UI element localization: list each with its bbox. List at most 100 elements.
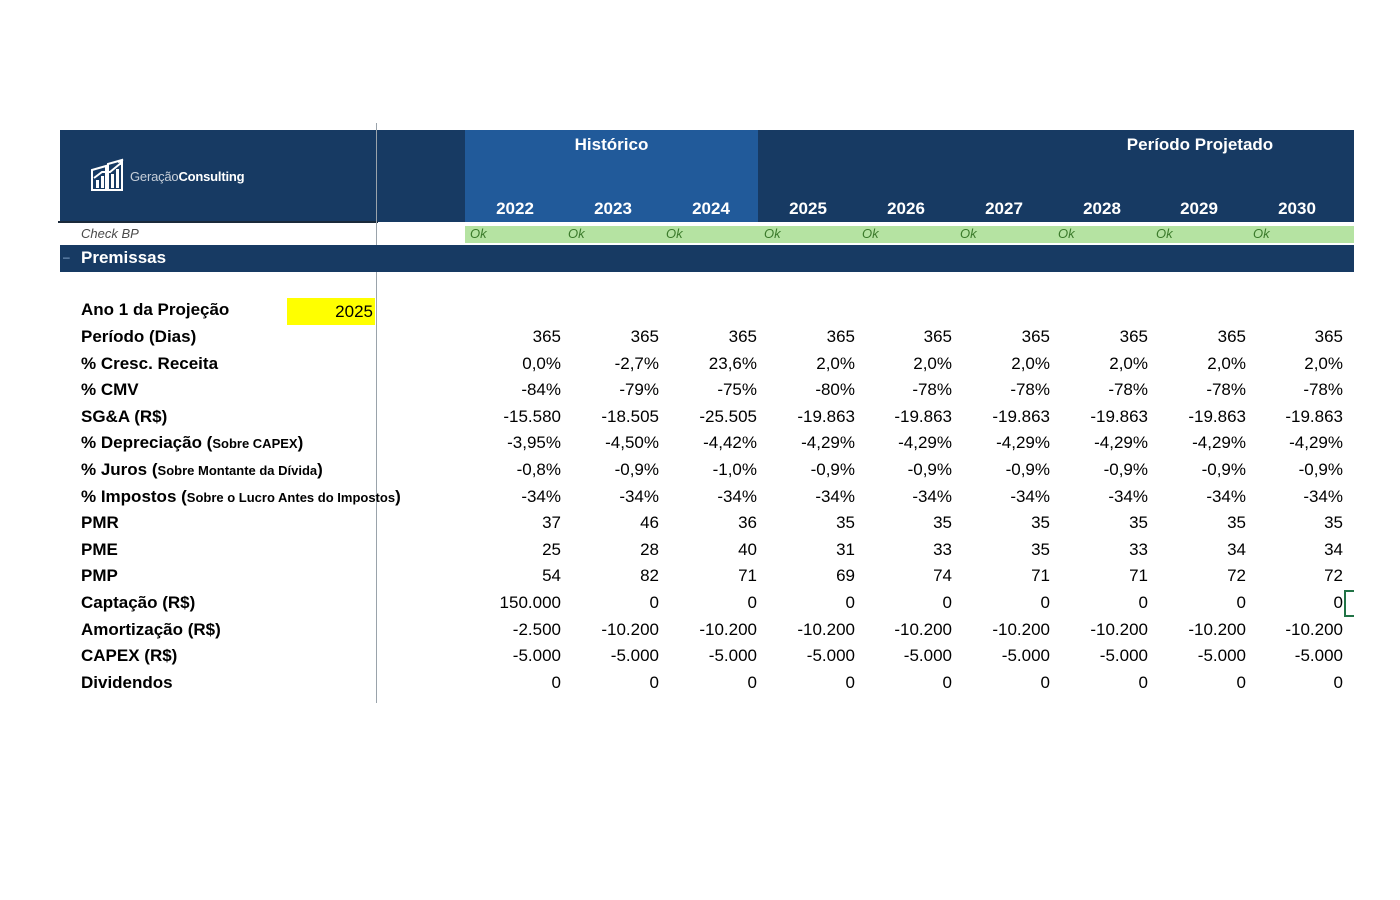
check-cell[interactable]: Ok (568, 226, 585, 241)
value-cell[interactable]: 0 (1138, 673, 1148, 692)
value-cell[interactable]: -15.580 (503, 407, 561, 426)
value-cell[interactable]: -4,50% (605, 433, 659, 452)
value-cell[interactable]: 365 (1119, 327, 1148, 346)
value-cell[interactable]: 0 (747, 673, 757, 692)
value-cell[interactable]: -10.200 (992, 620, 1050, 639)
value-cell[interactable]: 34 (1324, 540, 1343, 559)
value-cell[interactable]: -5.000 (1099, 646, 1148, 665)
value-cell[interactable]: -3,95% (507, 433, 561, 452)
value-cell[interactable]: -4,29% (1289, 433, 1343, 452)
value-cell[interactable]: 69 (836, 566, 855, 585)
value-cell[interactable]: -79% (619, 380, 659, 399)
value-cell[interactable]: 0 (1333, 593, 1343, 612)
value-cell[interactable]: 35 (1324, 513, 1343, 532)
value-cell[interactable]: 2,0% (1207, 354, 1246, 373)
value-cell[interactable]: -5.000 (708, 646, 757, 665)
value-cell[interactable]: 40 (738, 540, 757, 559)
value-cell[interactable]: 28 (640, 540, 659, 559)
value-cell[interactable]: 0 (747, 593, 757, 612)
value-cell[interactable]: 23,6% (708, 354, 757, 373)
value-cell[interactable]: -19.863 (1188, 407, 1246, 426)
value-cell[interactable]: -5.000 (1197, 646, 1246, 665)
value-cell[interactable]: 35 (1227, 513, 1246, 532)
value-cell[interactable]: -0,9% (1298, 460, 1343, 479)
check-cell[interactable]: Ok (1156, 226, 1173, 241)
value-cell[interactable]: 35 (933, 513, 952, 532)
value-cell[interactable]: 0 (649, 593, 659, 612)
value-cell[interactable]: 0 (1236, 593, 1246, 612)
value-cell[interactable]: -78% (1303, 380, 1343, 399)
value-cell[interactable]: -34% (521, 487, 561, 506)
value-cell[interactable]: -0,9% (614, 460, 659, 479)
value-cell[interactable]: -34% (1010, 487, 1050, 506)
value-cell[interactable]: 0 (942, 673, 952, 692)
value-cell[interactable]: -19.863 (797, 407, 855, 426)
value-cell[interactable]: 71 (1031, 566, 1050, 585)
value-cell[interactable]: 35 (1031, 540, 1050, 559)
value-cell[interactable]: -19.863 (992, 407, 1050, 426)
value-cell[interactable]: 2,0% (913, 354, 952, 373)
value-cell[interactable]: -5.000 (512, 646, 561, 665)
value-cell[interactable]: -10.200 (699, 620, 757, 639)
value-cell[interactable]: -84% (521, 380, 561, 399)
check-cell[interactable]: Ok (470, 226, 487, 241)
value-cell[interactable]: -10.200 (797, 620, 855, 639)
value-cell[interactable]: 35 (836, 513, 855, 532)
value-cell[interactable]: -4,29% (1094, 433, 1148, 452)
value-cell[interactable]: -0,9% (1005, 460, 1050, 479)
value-cell[interactable]: 0 (1040, 593, 1050, 612)
value-cell[interactable]: 71 (1129, 566, 1148, 585)
value-cell[interactable]: 0 (649, 673, 659, 692)
value-cell[interactable]: -78% (1108, 380, 1148, 399)
value-cell[interactable]: -0,8% (516, 460, 561, 479)
value-cell[interactable]: -4,29% (801, 433, 855, 452)
value-cell[interactable]: 37 (542, 513, 561, 532)
value-cell[interactable]: 82 (640, 566, 659, 585)
value-cell[interactable]: 0 (551, 673, 561, 692)
value-cell[interactable]: -25.505 (699, 407, 757, 426)
value-cell[interactable]: -0,9% (1103, 460, 1148, 479)
projection-start-cell[interactable]: 2025 (287, 298, 375, 325)
value-cell[interactable]: -4,29% (898, 433, 952, 452)
value-cell[interactable]: 0 (1040, 673, 1050, 692)
value-cell[interactable]: -34% (1108, 487, 1148, 506)
value-cell[interactable]: 365 (630, 327, 659, 346)
value-cell[interactable]: 2,0% (1109, 354, 1148, 373)
value-cell[interactable]: -19.863 (1285, 407, 1343, 426)
value-cell[interactable]: 0 (1138, 593, 1148, 612)
value-cell[interactable]: -34% (1303, 487, 1343, 506)
value-cell[interactable]: -19.863 (1090, 407, 1148, 426)
value-cell[interactable]: 2,0% (1304, 354, 1343, 373)
value-cell[interactable]: -34% (619, 487, 659, 506)
value-cell[interactable]: 35 (1129, 513, 1148, 532)
value-cell[interactable]: -10.200 (1188, 620, 1246, 639)
value-cell[interactable]: 35 (1031, 513, 1050, 532)
value-cell[interactable]: 0 (1333, 673, 1343, 692)
value-cell[interactable]: 0,0% (522, 354, 561, 373)
value-cell[interactable]: 25 (542, 540, 561, 559)
value-cell[interactable]: 72 (1227, 566, 1246, 585)
value-cell[interactable]: 46 (640, 513, 659, 532)
value-cell[interactable]: -19.863 (894, 407, 952, 426)
value-cell[interactable]: 365 (728, 327, 757, 346)
value-cell[interactable]: -75% (717, 380, 757, 399)
value-cell[interactable]: 365 (1217, 327, 1246, 346)
value-cell[interactable]: -2.500 (512, 620, 561, 639)
value-cell[interactable]: 0 (845, 673, 855, 692)
check-cell[interactable]: Ok (764, 226, 781, 241)
value-cell[interactable]: -4,29% (1192, 433, 1246, 452)
value-cell[interactable]: -5.000 (610, 646, 659, 665)
value-cell[interactable]: 54 (542, 566, 561, 585)
value-cell[interactable]: -10.200 (1090, 620, 1148, 639)
value-cell[interactable]: 0 (942, 593, 952, 612)
value-cell[interactable]: 72 (1324, 566, 1343, 585)
value-cell[interactable]: -78% (1010, 380, 1050, 399)
value-cell[interactable]: -4,29% (996, 433, 1050, 452)
check-cell[interactable]: Ok (960, 226, 977, 241)
value-cell[interactable]: 33 (1129, 540, 1148, 559)
value-cell[interactable]: -1,0% (712, 460, 757, 479)
value-cell[interactable]: 74 (933, 566, 952, 585)
value-cell[interactable]: -5.000 (903, 646, 952, 665)
value-cell[interactable]: -5.000 (1001, 646, 1050, 665)
value-cell[interactable]: -78% (912, 380, 952, 399)
